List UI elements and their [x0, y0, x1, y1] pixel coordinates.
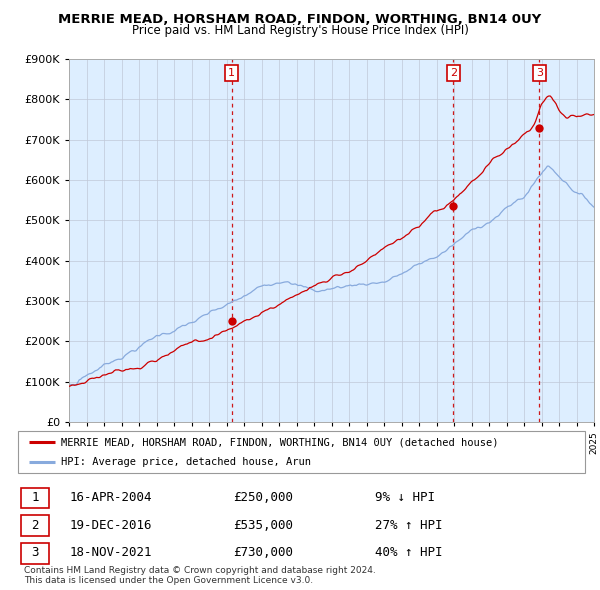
Text: £535,000: £535,000 — [233, 519, 293, 532]
Text: 19-DEC-2016: 19-DEC-2016 — [69, 519, 152, 532]
Text: MERRIE MEAD, HORSHAM ROAD, FINDON, WORTHING, BN14 0UY: MERRIE MEAD, HORSHAM ROAD, FINDON, WORTH… — [58, 13, 542, 26]
FancyBboxPatch shape — [21, 487, 49, 509]
Text: This data is licensed under the Open Government Licence v3.0.: This data is licensed under the Open Gov… — [24, 576, 313, 585]
Text: 2: 2 — [450, 68, 457, 78]
Text: £250,000: £250,000 — [233, 491, 293, 504]
FancyBboxPatch shape — [18, 431, 585, 473]
FancyBboxPatch shape — [21, 516, 49, 536]
Text: 40% ↑ HPI: 40% ↑ HPI — [375, 546, 443, 559]
Text: MERRIE MEAD, HORSHAM ROAD, FINDON, WORTHING, BN14 0UY (detached house): MERRIE MEAD, HORSHAM ROAD, FINDON, WORTH… — [61, 437, 498, 447]
Text: Price paid vs. HM Land Registry's House Price Index (HPI): Price paid vs. HM Land Registry's House … — [131, 24, 469, 37]
Text: £730,000: £730,000 — [233, 546, 293, 559]
Text: 2: 2 — [31, 519, 39, 532]
Text: 1: 1 — [31, 491, 39, 504]
Text: 18-NOV-2021: 18-NOV-2021 — [69, 546, 152, 559]
Text: HPI: Average price, detached house, Arun: HPI: Average price, detached house, Arun — [61, 457, 311, 467]
FancyBboxPatch shape — [21, 543, 49, 565]
Text: 27% ↑ HPI: 27% ↑ HPI — [375, 519, 443, 532]
Text: 3: 3 — [31, 546, 39, 559]
Text: Contains HM Land Registry data © Crown copyright and database right 2024.: Contains HM Land Registry data © Crown c… — [24, 566, 376, 575]
Text: 1: 1 — [228, 68, 235, 78]
Text: 16-APR-2004: 16-APR-2004 — [69, 491, 152, 504]
Text: 9% ↓ HPI: 9% ↓ HPI — [375, 491, 435, 504]
Text: 3: 3 — [536, 68, 543, 78]
